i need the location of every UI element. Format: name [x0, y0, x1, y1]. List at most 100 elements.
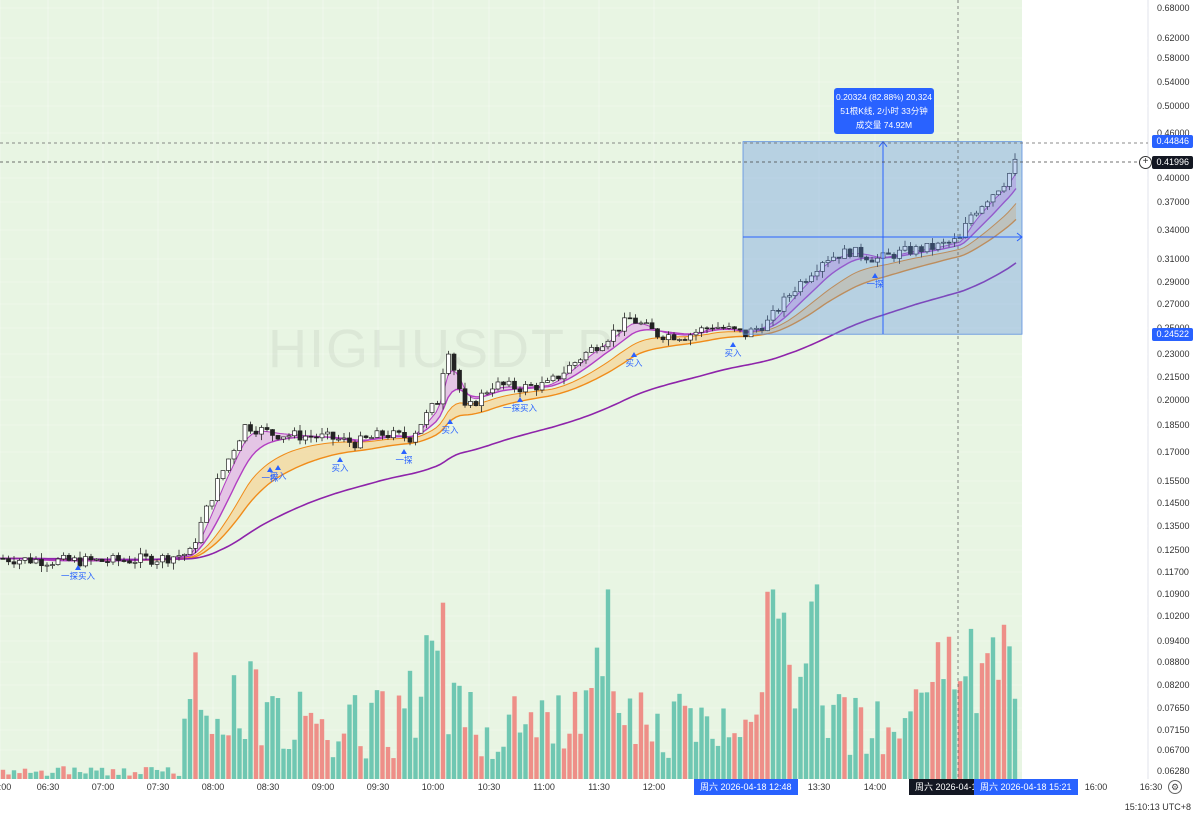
- x-tick-label: 06:00: [0, 782, 11, 792]
- range-top-price-label: 0.44846: [1152, 135, 1193, 148]
- volume-bar: [710, 738, 715, 779]
- candle-body: [886, 252, 891, 255]
- volume-bar: [825, 737, 831, 779]
- volume-bar: [968, 628, 974, 779]
- volume-bar: [105, 775, 110, 779]
- candle-body: [33, 559, 39, 564]
- candle-body: [732, 326, 737, 330]
- volume-bar: [858, 707, 864, 779]
- volume-bar: [28, 772, 33, 779]
- candle-body: [154, 561, 160, 565]
- y-tick-label: 0.07650: [1157, 703, 1190, 713]
- candle-body: [721, 326, 726, 329]
- volume-bar: [776, 618, 781, 779]
- candle-body: [825, 260, 831, 264]
- buy-signal-arrow: [517, 397, 523, 402]
- volume-bar: [402, 708, 407, 779]
- candle-body: [55, 558, 61, 565]
- volume-bar: [55, 767, 61, 779]
- volume-bar: [770, 589, 776, 779]
- candle-body: [336, 438, 341, 441]
- candle-body: [677, 339, 682, 341]
- y-tick-label: 0.54000: [1157, 77, 1190, 87]
- candle-body: [88, 556, 94, 561]
- volume-bar: [336, 741, 341, 779]
- volume-bar: [171, 773, 176, 779]
- volume-bar: [622, 725, 627, 779]
- candle-body: [561, 372, 567, 380]
- candle-body: [759, 327, 765, 331]
- y-tick-label: 0.17000: [1157, 447, 1190, 457]
- candle-body: [583, 351, 589, 361]
- crosshair-plus-icon[interactable]: +: [1139, 156, 1152, 169]
- y-tick-label: 0.14500: [1157, 498, 1190, 508]
- candle-body: [985, 201, 990, 207]
- candle-body: [649, 322, 655, 330]
- x-tick-label: 10:00: [422, 782, 445, 792]
- volume-bar: [22, 768, 28, 779]
- volume-bar: [545, 712, 550, 779]
- candle-body: [616, 329, 622, 332]
- volume-bar: [979, 663, 985, 779]
- candle-body: [853, 246, 858, 257]
- candle-body: [655, 328, 660, 338]
- candle-body: [1001, 186, 1007, 192]
- y-tick-label: 0.15500: [1157, 476, 1190, 486]
- candle-body: [369, 437, 374, 439]
- candle-body: [869, 259, 875, 263]
- volume-bar: [490, 758, 495, 779]
- volume-bar: [72, 767, 77, 779]
- candle-body: [506, 380, 512, 386]
- candle-body: [941, 241, 946, 244]
- buy-signal-label: 一探: [261, 473, 279, 483]
- candle-body: [319, 433, 325, 439]
- volume-bar: [314, 723, 319, 779]
- candle-body: [501, 381, 506, 386]
- candle-body: [77, 557, 83, 567]
- candle-body: [165, 555, 171, 564]
- volume-bar: [226, 735, 231, 779]
- candle-body: [303, 435, 308, 441]
- candle-body: [424, 412, 429, 425]
- volume-bar: [132, 772, 138, 779]
- candle-body: [457, 369, 462, 390]
- volume-bar: [429, 640, 435, 779]
- volume-bar: [176, 775, 182, 779]
- candle-body: [644, 322, 649, 325]
- candle-body: [891, 253, 897, 259]
- volume-bar: [193, 652, 198, 779]
- volume-bar: [160, 771, 165, 779]
- volume-bar: [523, 724, 528, 779]
- volume-bar: [803, 663, 809, 779]
- volume-bar: [853, 697, 858, 779]
- candle-body: [396, 430, 402, 433]
- volume-bar: [627, 698, 633, 779]
- axis-settings-icon[interactable]: ⚙: [1168, 780, 1182, 794]
- volume-bar: [748, 721, 754, 779]
- volume-bar: [237, 728, 242, 779]
- volume-bar: [380, 691, 385, 779]
- candle-body: [974, 212, 979, 216]
- buy-signal-arrow: [730, 342, 736, 347]
- volume-bar: [369, 702, 374, 779]
- volume-bar: [198, 709, 204, 779]
- y-tick-label: 0.62000: [1157, 33, 1190, 43]
- candle-body: [39, 559, 44, 567]
- volume-bar: [754, 714, 759, 779]
- x-tick-label: 14:00: [864, 782, 887, 792]
- volume-bar: [633, 743, 638, 779]
- candle-body: [99, 558, 105, 562]
- volume-bar: [990, 637, 996, 779]
- candle-body: [121, 560, 127, 562]
- volume-bar: [814, 584, 820, 779]
- candle-body: [127, 560, 132, 564]
- candle-body: [490, 388, 495, 394]
- volume-bar: [292, 739, 297, 779]
- volume-bar: [941, 679, 946, 779]
- timezone-clock[interactable]: 15:10:13 UTC+8: [1124, 802, 1191, 812]
- candle-body: [17, 560, 22, 565]
- volume-bar: [281, 748, 286, 779]
- candle-body: [198, 521, 204, 543]
